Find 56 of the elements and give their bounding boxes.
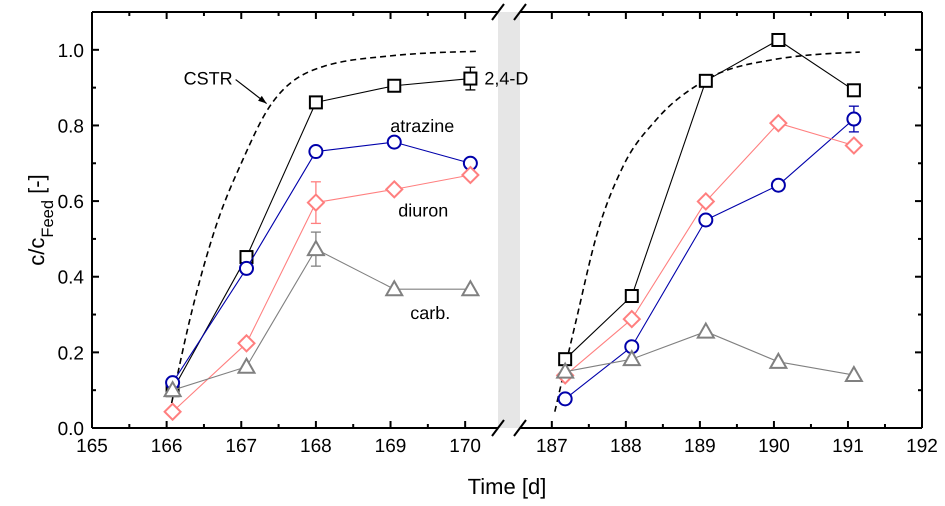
point — [556, 362, 574, 379]
point — [164, 402, 182, 421]
point — [237, 334, 256, 352]
point — [306, 240, 325, 256]
point — [385, 280, 404, 296]
point — [463, 72, 478, 86]
y-tick-label: 0.2 — [58, 343, 84, 364]
x-tick-label: 168 — [300, 436, 332, 457]
y-tick-label: 1.0 — [58, 40, 84, 62]
point — [461, 166, 480, 184]
text: CSTR — [184, 68, 233, 89]
point — [696, 322, 715, 339]
x-tick-label: 192 — [906, 436, 938, 457]
point — [844, 366, 863, 382]
point — [237, 358, 256, 374]
point — [698, 74, 713, 88]
y-tick-label: 0.4 — [58, 268, 84, 289]
x-tick-label: 170 — [449, 436, 482, 457]
x-axis-title: Time [d] — [468, 474, 546, 499]
point — [622, 310, 641, 328]
point — [385, 180, 404, 198]
x-tick-label: 169 — [374, 436, 406, 457]
x-tick-label: 167 — [225, 436, 258, 457]
series-label: carb. — [410, 303, 450, 324]
point — [769, 114, 788, 132]
point — [238, 260, 254, 276]
series-label: diuron — [398, 200, 448, 220]
point — [844, 136, 863, 154]
y-tick-label: 0.6 — [58, 192, 84, 214]
point — [622, 350, 641, 366]
x-tick-label: 187 — [536, 436, 568, 457]
point — [306, 194, 325, 212]
x-tick-label: 188 — [610, 436, 642, 457]
point — [770, 178, 786, 193]
point — [696, 192, 715, 210]
series-label: 2,4-D — [484, 68, 528, 89]
point — [308, 95, 323, 110]
point — [624, 289, 639, 304]
point — [308, 144, 324, 160]
point — [386, 134, 402, 150]
point — [846, 83, 861, 98]
x-tick-label: 166 — [150, 436, 182, 457]
point — [387, 78, 402, 93]
point — [771, 32, 786, 47]
point — [558, 391, 573, 406]
series-label: atrazine — [390, 116, 454, 136]
x-tick-label: 191 — [832, 436, 864, 457]
point — [698, 212, 714, 228]
point — [769, 352, 788, 369]
point — [461, 280, 480, 296]
point — [558, 352, 572, 366]
point — [846, 112, 862, 127]
x-tick-label: 189 — [684, 436, 716, 457]
point — [624, 339, 640, 354]
x-tick-label: 190 — [758, 436, 790, 457]
y-tick-label: 0.8 — [58, 116, 84, 138]
